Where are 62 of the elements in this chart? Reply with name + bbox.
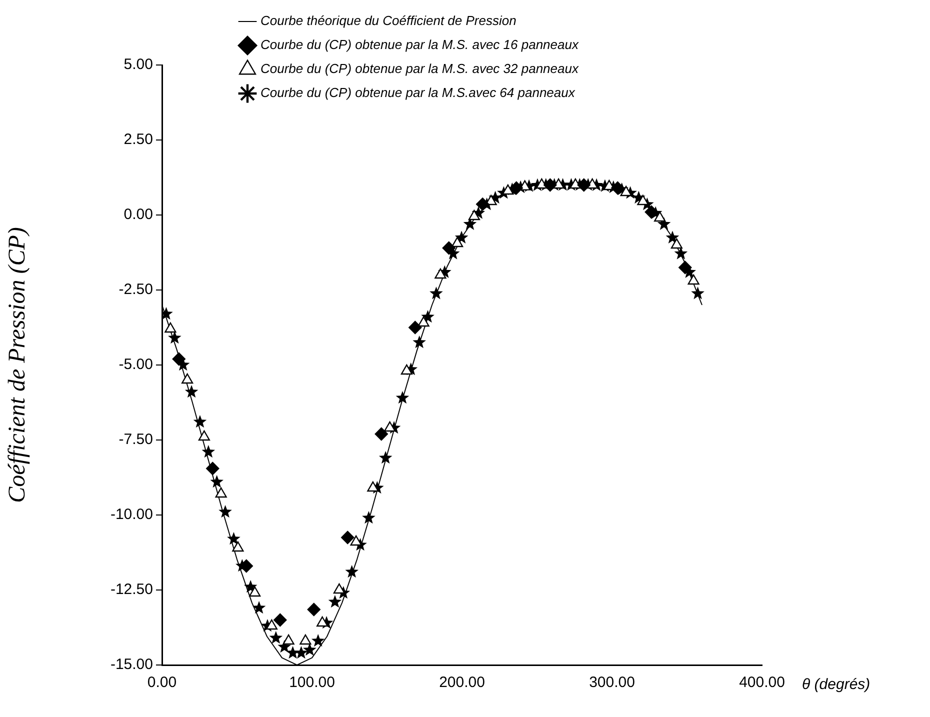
point [442, 241, 456, 255]
point [510, 181, 523, 195]
legend-label: Courbe du (CP) obtenue par la M.S. avec 16 panneaux [260, 37, 579, 52]
point [577, 178, 590, 192]
x-tick-label: 300.00 [589, 674, 635, 692]
point [274, 613, 287, 627]
point [333, 583, 345, 594]
y-tick-label: 5.00 [124, 56, 153, 74]
legend-label: Courbe théorique du Coéfficient de Pression [260, 13, 516, 28]
point [182, 373, 194, 384]
y-tick-label: -15.00 [110, 656, 153, 674]
point [316, 616, 328, 627]
point [400, 364, 412, 375]
y-tick-label: 2.50 [124, 131, 153, 148]
point [384, 421, 396, 432]
point [476, 198, 490, 211]
point [644, 205, 658, 219]
y-tick-label: -10.00 [110, 506, 153, 524]
point [654, 211, 666, 222]
point [172, 352, 186, 366]
point [678, 260, 692, 274]
y-tick-label: -7.50 [118, 431, 153, 448]
legend-label: Courbe du (CP) obtenue par la M.S. avec 32 panneaux [260, 61, 579, 76]
point [282, 634, 294, 645]
x-tick-label: 400.00 [739, 674, 785, 692]
point [215, 487, 227, 498]
point [198, 430, 210, 441]
point [164, 322, 176, 333]
point [670, 238, 682, 249]
point [249, 586, 261, 597]
point [367, 481, 379, 492]
x-axis-title: θ (degrés) [802, 676, 870, 694]
point [206, 462, 220, 476]
point [300, 634, 312, 645]
y-tick-label: 0.00 [124, 206, 153, 224]
y-tick-label: -5.00 [118, 356, 153, 374]
x-tick-label: 200.00 [439, 674, 485, 692]
point [502, 184, 514, 195]
point [570, 178, 582, 189]
point [611, 181, 624, 195]
point [544, 178, 557, 192]
point [688, 274, 700, 285]
point [374, 427, 388, 441]
point [307, 602, 320, 616]
point [232, 541, 244, 552]
x-tick-label: 100.00 [289, 674, 335, 692]
point [408, 320, 422, 334]
point [452, 236, 464, 248]
point [620, 186, 632, 196]
point [468, 210, 480, 220]
point [637, 194, 649, 206]
point [350, 535, 362, 546]
point [552, 178, 564, 189]
point [341, 530, 354, 544]
y-tick-label: -12.50 [110, 581, 153, 598]
point [434, 268, 446, 279]
y-axis-title: Coéfficient de Pression (CP) [4, 227, 31, 503]
y-tick-label: -2.50 [118, 281, 153, 298]
x-tick-label: 0.00 [147, 674, 177, 692]
point [266, 619, 278, 630]
point [418, 316, 430, 327]
legend-label: Courbe du (CP) obtenue par la M.S.avec 64 panneaux [260, 85, 576, 100]
